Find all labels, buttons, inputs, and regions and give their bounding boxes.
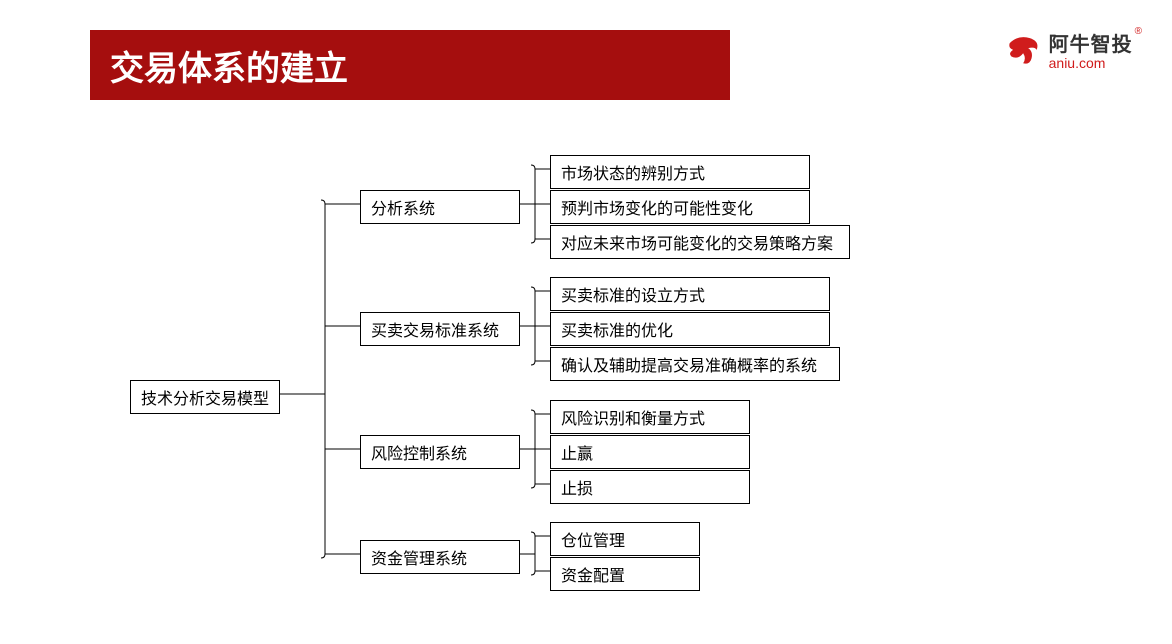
tree-diagram: 技术分析交易模型 分析系统买卖交易标准系统风险控制系统资金管理系统 市场状态的辨别方… [130, 150, 1030, 610]
title-bar: 交易体系的建立 [90, 30, 730, 100]
level2-node-6: 风险识别和衡量方式 [550, 400, 750, 434]
level2-node-7: 止赢 [550, 435, 750, 469]
logo-url: aniu.com [1049, 55, 1133, 71]
level1-node-0: 分析系统 [360, 190, 520, 224]
level2-node-5: 确认及辅助提高交易准确概率的系统 [550, 347, 840, 381]
page-title: 交易体系的建立 [110, 41, 348, 90]
level2-node-3: 买卖标准的设立方式 [550, 277, 830, 311]
level2-node-0: 市场状态的辨别方式 [550, 155, 810, 189]
level1-node-1: 买卖交易标准系统 [360, 312, 520, 346]
level2-node-8: 止损 [550, 470, 750, 504]
registered-mark: ® [1135, 26, 1142, 37]
level2-node-9: 仓位管理 [550, 522, 700, 556]
level1-node-3: 资金管理系统 [360, 540, 520, 574]
root-node: 技术分析交易模型 [130, 380, 280, 414]
level2-node-1: 预判市场变化的可能性变化 [550, 190, 810, 224]
level2-node-2: 对应未来市场可能变化的交易策略方案 [550, 225, 850, 259]
logo-name: 阿牛智投 [1049, 28, 1133, 57]
level1-node-2: 风险控制系统 [360, 435, 520, 469]
brand-logo: 阿牛智投 aniu.com ® [1003, 28, 1142, 71]
level2-node-4: 买卖标准的优化 [550, 312, 830, 346]
bull-icon [1003, 28, 1045, 70]
level2-node-10: 资金配置 [550, 557, 700, 591]
